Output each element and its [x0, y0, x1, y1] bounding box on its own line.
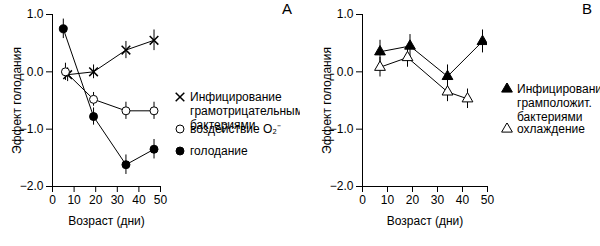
svg-text:10: 10 — [381, 193, 395, 207]
svg-text:0: 0 — [359, 193, 366, 207]
svg-text:20: 20 — [89, 193, 103, 207]
svg-text:−1.0: −1.0 — [329, 122, 354, 136]
svg-text:1.0: 1.0 — [27, 7, 44, 21]
svg-text:−1.0: −1.0 — [19, 122, 44, 136]
svg-text:1.0: 1.0 — [337, 7, 354, 21]
svg-text:0.0: 0.0 — [27, 65, 44, 79]
svg-text:Эффект голодания: Эффект голодания — [320, 47, 334, 154]
svg-text:10: 10 — [67, 193, 81, 207]
svg-text:Эффект голодания: Эффект голодания — [10, 47, 24, 154]
svg-text:Возраст (дни): Возраст (дни) — [68, 214, 145, 228]
svg-text:20: 20 — [406, 193, 420, 207]
svg-text:30: 30 — [431, 193, 445, 207]
html-text:Инфицирование грамотрицательны: Инфицирование грамотрицательными бактери… — [190, 90, 310, 132]
svg-text:0: 0 — [49, 193, 56, 207]
svg-text:−2.0: −2.0 — [20, 179, 44, 193]
html-text:охлаждение: охлаждение — [517, 122, 585, 136]
svg-text:40: 40 — [456, 193, 470, 207]
svg-text:−2.0: −2.0 — [330, 179, 354, 193]
html-text:А: А — [282, 0, 292, 17]
html-text:В: В — [582, 0, 592, 17]
svg-text:0.0: 0.0 — [337, 65, 354, 79]
html-text:голодание: голодание — [190, 144, 248, 158]
svg-text:Возраст (дни): Возраст (дни) — [387, 214, 464, 228]
svg-text:50: 50 — [481, 193, 495, 207]
svg-text:40: 40 — [132, 193, 146, 207]
svg-text:50: 50 — [154, 193, 168, 207]
svg-text:30: 30 — [111, 193, 125, 207]
html-text:воздействие O₂⁻: воздействие O₂⁻ — [190, 122, 281, 136]
